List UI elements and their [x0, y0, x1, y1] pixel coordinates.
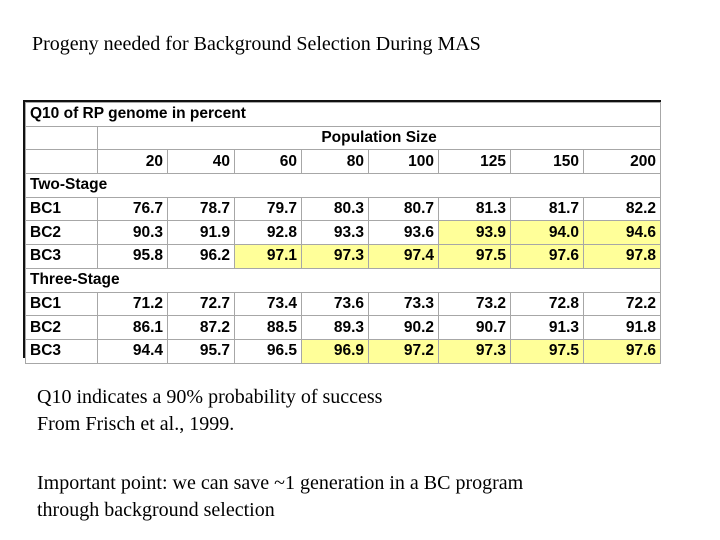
table-cell: 80.3 — [301, 196, 369, 222]
table-cell: 82.2 — [582, 196, 662, 222]
table-cell: 97.4 — [368, 244, 439, 269]
row-label: BC2 — [25, 220, 98, 246]
table-cell: 90.7 — [438, 315, 511, 340]
table-cell: 93.9 — [438, 220, 511, 246]
table-cell: 94.6 — [582, 220, 662, 246]
table-cell: 71.2 — [97, 291, 168, 317]
table-cell: 78.7 — [167, 196, 235, 222]
table-row: BC2 90.3 91.9 92.8 93.3 93.6 93.9 94.0 94.6 — [25, 220, 662, 246]
table-cell: 96.9 — [301, 338, 369, 364]
table-cell: 97.3 — [301, 244, 369, 269]
table-cell: 97.6 — [582, 338, 662, 364]
group-header-spacer — [25, 125, 98, 151]
row-label: BC2 — [25, 315, 98, 340]
column-header: 100 — [368, 149, 439, 175]
table-cell: 89.3 — [301, 315, 369, 340]
table-cell: 92.8 — [234, 220, 302, 246]
column-header: 40 — [167, 149, 235, 175]
table-row: BC1 76.7 78.7 79.7 80.3 80.7 81.3 81.7 82.2 — [25, 196, 662, 222]
table-cell: 87.2 — [167, 315, 235, 340]
table-cell: 94.4 — [97, 338, 168, 364]
section-label: Three-Stage — [24, 267, 662, 293]
note-q10-definition: Q10 indicates a 90% probability of succe… — [37, 386, 383, 408]
table-cell: 97.8 — [582, 244, 662, 269]
table-cell: 97.6 — [510, 244, 584, 269]
table-cell: 88.5 — [234, 315, 302, 340]
table-cell: 91.3 — [510, 315, 584, 340]
table-cell: 95.7 — [167, 338, 235, 364]
slide-title: Progeny needed for Background Selection … — [32, 33, 481, 55]
row-label: BC1 — [25, 196, 98, 222]
section-row: Two-Stage — [24, 173, 662, 198]
group-header-row: Population Size — [25, 125, 662, 151]
table-cell: 72.7 — [167, 291, 235, 317]
column-header: 125 — [438, 149, 511, 175]
table-cell: 73.2 — [438, 291, 511, 317]
table-cell: 90.3 — [97, 220, 168, 246]
column-header-row: 20 40 60 80 100 125 150 200 — [25, 149, 662, 175]
table-cell: 73.4 — [234, 291, 302, 317]
table-row: BC2 86.1 87.2 88.5 89.3 90.2 90.7 91.3 91.8 — [25, 315, 662, 340]
table-cell: 91.9 — [167, 220, 235, 246]
table-cell: 80.7 — [368, 196, 439, 222]
table-cell: 96.2 — [167, 244, 235, 269]
notes: Q10 indicates a 90% probability of succe… — [37, 384, 523, 524]
table-cell: 97.5 — [510, 338, 584, 364]
section-label: Two-Stage — [24, 173, 662, 198]
table-cell: 97.1 — [234, 244, 302, 269]
table-cell: 91.8 — [582, 315, 662, 340]
table-cell: 97.2 — [368, 338, 439, 364]
table-cell: 93.3 — [301, 220, 369, 246]
table-cell: 76.7 — [97, 196, 168, 222]
table-cell: 93.6 — [368, 220, 439, 246]
note-important-point: Important point: we can save ~1 generati… — [37, 472, 524, 494]
table-cell: 81.7 — [510, 196, 584, 222]
section-row: Three-Stage — [24, 267, 662, 293]
column-header-spacer — [25, 149, 98, 175]
column-header: 200 — [582, 149, 662, 175]
table-title-row: Q10 of RP genome in percent — [24, 102, 662, 127]
column-header: 150 — [510, 149, 584, 175]
table-cell: 72.8 — [510, 291, 584, 317]
table-cell: 96.5 — [234, 338, 302, 364]
q10-table-frame: Q10 of RP genome in percent Population S… — [23, 100, 662, 364]
table-cell: 81.3 — [438, 196, 511, 222]
note-citation: From Frisch et al., 1999. — [37, 413, 235, 435]
table-cell: 94.0 — [510, 220, 584, 246]
table-cell: 73.6 — [301, 291, 369, 317]
table-cell: 97.3 — [438, 338, 511, 364]
table-row: BC1 71.2 72.7 73.4 73.6 73.3 73.2 72.8 72.2 — [25, 291, 662, 317]
table-cell: 95.8 — [97, 244, 168, 269]
row-label: BC3 — [25, 338, 98, 364]
note-important-point-cont: through background selection — [37, 499, 275, 521]
column-header: 60 — [234, 149, 302, 175]
table-cell: 97.5 — [438, 244, 511, 269]
row-label: BC1 — [25, 291, 98, 317]
table-row: BC3 95.8 96.2 97.1 97.3 97.4 97.5 97.6 97.8 — [25, 244, 662, 269]
column-header: 80 — [301, 149, 369, 175]
table-row: BC3 94.4 95.7 96.5 96.9 97.2 97.3 97.5 97.6 — [25, 338, 662, 364]
column-header: 20 — [97, 149, 168, 175]
table-cell: 73.3 — [368, 291, 439, 317]
row-label: BC3 — [25, 244, 98, 269]
table-cell: 72.2 — [582, 291, 662, 317]
table-cell: 86.1 — [97, 315, 168, 340]
q10-table: Q10 of RP genome in percent Population S… — [24, 102, 662, 364]
table-cell: 79.7 — [234, 196, 302, 222]
table-title: Q10 of RP genome in percent — [24, 102, 662, 127]
table-cell: 90.2 — [368, 315, 439, 340]
population-size-header: Population Size — [96, 125, 662, 151]
